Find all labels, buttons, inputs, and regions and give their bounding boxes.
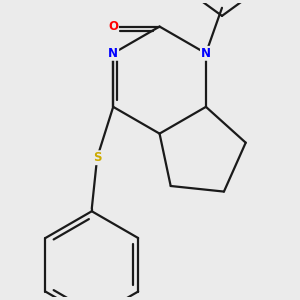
Text: O: O (108, 20, 118, 33)
Text: S: S (93, 151, 101, 164)
Text: N: N (201, 47, 211, 60)
Text: N: N (108, 47, 118, 60)
